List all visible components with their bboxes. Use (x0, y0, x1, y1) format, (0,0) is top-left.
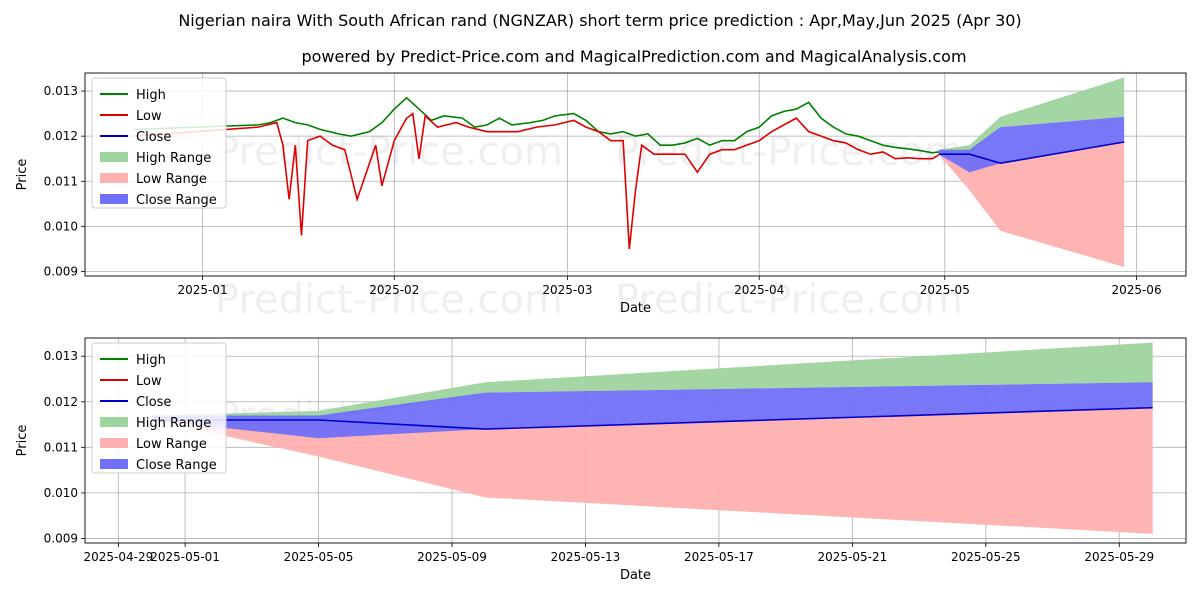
chart-title: Nigerian naira With South African rand (… (178, 11, 1021, 30)
x-tick-label: 2025-06 (1111, 283, 1161, 297)
legend-entry: High Range (136, 151, 211, 166)
x-tick-label: 2025-05 (920, 283, 970, 297)
x-tick-label: 2025-05-01 (150, 550, 220, 564)
legend-swatch (100, 438, 128, 448)
y-tick-label: 0.010 (44, 219, 78, 233)
high-range-band (151, 342, 1153, 420)
close-line (151, 406, 1153, 430)
legend-entry: Low (136, 109, 162, 124)
legend: High Low Close High Range Low Range Close Ran… (91, 77, 227, 209)
x-tick-label: 2025-03 (542, 283, 592, 297)
y-axis-label: Price (15, 425, 30, 457)
y-tick-label: 0.011 (44, 440, 78, 454)
legend-swatch (100, 152, 128, 162)
close-line (938, 141, 1125, 165)
y-tick-label: 0.009 (44, 531, 78, 545)
legend-swatch (100, 417, 128, 427)
x-axis-label: Date (620, 301, 651, 316)
x-tick-label: 2025-05-05 (284, 550, 354, 564)
legend: High Low Close High Range Low Range Close Ran… (91, 342, 227, 474)
x-tick-label: 2025-04-29 (83, 550, 153, 564)
watermark-text: Predict-Price.com (615, 277, 963, 323)
x-tick-label: 2025-05-09 (417, 550, 487, 564)
x-tick-label: 2025-04 (734, 283, 784, 297)
legend-entry: Close (136, 395, 171, 410)
watermark-text: Predict-Price.com (215, 129, 563, 175)
y-tick-label: 0.013 (44, 349, 78, 363)
legend-entry: Low (136, 374, 162, 389)
x-tick-label: 2025-05-17 (684, 550, 754, 564)
x-tick-label: 2025-05-29 (1084, 550, 1154, 564)
y-axis-label: Price (15, 159, 30, 191)
low-range-band (938, 142, 1125, 267)
legend-entry: Close (136, 130, 171, 145)
legend-entry: Low Range (136, 172, 207, 187)
chart-subtitle: powered by Predict-Price.com and Magical… (301, 47, 966, 66)
low-range-band (151, 407, 1153, 534)
y-tick-label: 0.012 (44, 395, 78, 409)
legend-entry: High (136, 353, 166, 368)
legend-swatch (100, 194, 128, 204)
top-panel: Predict-Price.com Predict-Price.com Predic… (15, 72, 1187, 323)
x-tick-label: 2025-02 (369, 283, 419, 297)
x-tick-label: 2025-05-21 (817, 550, 887, 564)
high-range-band (938, 77, 1125, 155)
legend-entry: High Range (136, 416, 211, 431)
x-tick-label: 2025-05-25 (951, 550, 1021, 564)
legend-entry: Close Range (136, 193, 217, 208)
legend-entry: High (136, 88, 166, 103)
y-tick-label: 0.010 (44, 486, 78, 500)
legend-entry: Low Range (136, 437, 207, 452)
y-tick-label: 0.013 (44, 84, 78, 98)
low-line (134, 112, 939, 250)
legend-entry: Close Range (136, 458, 217, 473)
plot-frame (84, 72, 1187, 277)
legend-swatch (100, 173, 128, 183)
watermark-text: Predict-Price.com (615, 129, 963, 175)
y-tick-label: 0.012 (44, 129, 78, 143)
x-tick-label: 2025-01 (177, 283, 227, 297)
x-tick-label: 2025-05-13 (551, 550, 621, 564)
x-axis-label: Date (620, 568, 651, 583)
plot-frame (84, 337, 1187, 544)
high-line (134, 96, 939, 154)
y-tick-label: 0.009 (44, 264, 78, 278)
y-tick-label: 0.011 (44, 174, 78, 188)
legend-swatch (100, 459, 128, 469)
watermark-text: Predict-Price.com (215, 277, 563, 323)
bottom-panel: Predict-Price.comPredict-Price.com2025-0… (15, 337, 1187, 583)
